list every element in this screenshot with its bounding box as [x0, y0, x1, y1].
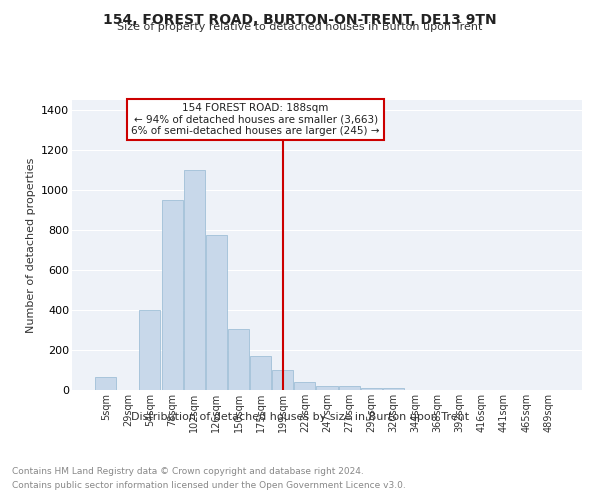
Bar	[295, 382, 316, 390]
Bar	[95, 377, 116, 390]
Bar	[184, 170, 205, 390]
Y-axis label: Number of detached properties: Number of detached properties	[26, 158, 35, 332]
Text: Distribution of detached houses by size in Burton upon Trent: Distribution of detached houses by size …	[131, 412, 469, 422]
Bar	[161, 200, 182, 390]
Bar	[250, 356, 271, 390]
Text: Contains public sector information licensed under the Open Government Licence v3: Contains public sector information licen…	[12, 481, 406, 490]
Bar	[383, 388, 404, 390]
Bar	[139, 310, 160, 390]
Bar	[272, 370, 293, 390]
Bar	[316, 386, 338, 390]
Bar	[361, 388, 382, 390]
Bar	[206, 235, 227, 390]
Text: Contains HM Land Registry data © Crown copyright and database right 2024.: Contains HM Land Registry data © Crown c…	[12, 468, 364, 476]
Text: Size of property relative to detached houses in Burton upon Trent: Size of property relative to detached ho…	[118, 22, 482, 32]
Text: 154, FOREST ROAD, BURTON-ON-TRENT, DE13 9TN: 154, FOREST ROAD, BURTON-ON-TRENT, DE13 …	[103, 12, 497, 26]
Bar	[228, 329, 249, 390]
Text: 154 FOREST ROAD: 188sqm
← 94% of detached houses are smaller (3,663)
6% of semi-: 154 FOREST ROAD: 188sqm ← 94% of detache…	[131, 103, 380, 136]
Bar	[338, 386, 359, 390]
